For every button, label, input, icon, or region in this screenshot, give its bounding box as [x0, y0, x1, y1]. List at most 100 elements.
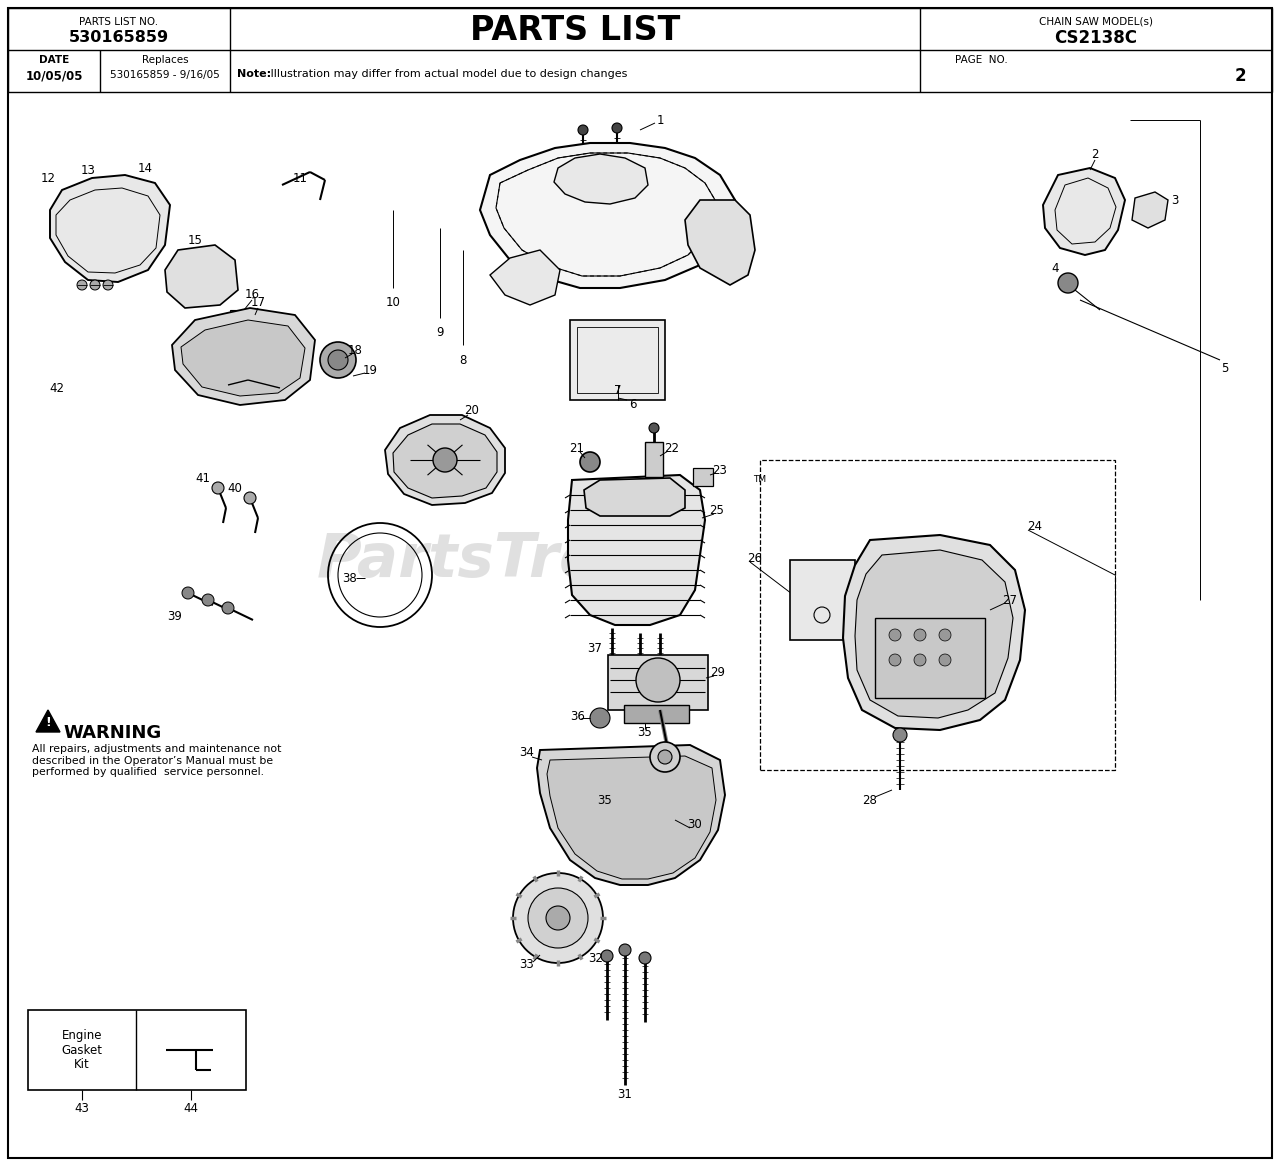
Text: !: ! — [45, 716, 51, 730]
Text: 38: 38 — [343, 571, 357, 584]
Bar — [760, 461, 1115, 770]
Text: PARTS LIST NO.: PARTS LIST NO. — [79, 17, 159, 27]
Text: 40: 40 — [228, 482, 242, 494]
Bar — [692, 468, 713, 486]
Circle shape — [77, 280, 87, 290]
Text: 10/05/05: 10/05/05 — [26, 70, 83, 83]
Text: WARNING: WARNING — [63, 724, 161, 742]
Polygon shape — [568, 475, 705, 625]
Text: 21: 21 — [570, 442, 585, 455]
Text: 35: 35 — [598, 794, 612, 807]
Bar — [570, 319, 666, 400]
Circle shape — [102, 280, 113, 290]
Text: 44: 44 — [183, 1102, 198, 1115]
Circle shape — [182, 586, 195, 599]
Polygon shape — [1132, 192, 1169, 229]
Circle shape — [513, 873, 603, 963]
Circle shape — [547, 906, 570, 930]
Text: 4: 4 — [1051, 261, 1059, 274]
Text: TM: TM — [754, 476, 767, 485]
Text: 43: 43 — [74, 1102, 90, 1115]
Text: 30: 30 — [687, 819, 703, 831]
Text: 29: 29 — [710, 666, 726, 679]
Circle shape — [639, 951, 652, 964]
Text: Replaces: Replaces — [142, 55, 188, 65]
Circle shape — [320, 342, 356, 378]
Text: PARTS LIST: PARTS LIST — [470, 14, 680, 47]
Text: 24: 24 — [1028, 520, 1042, 534]
Circle shape — [212, 482, 224, 494]
Text: 39: 39 — [168, 611, 183, 624]
Text: 2: 2 — [1234, 66, 1245, 85]
Bar — [645, 442, 663, 477]
Bar — [230, 310, 250, 325]
Circle shape — [590, 708, 611, 728]
Circle shape — [244, 492, 256, 504]
Text: 17: 17 — [251, 296, 265, 309]
Polygon shape — [1043, 168, 1125, 255]
Polygon shape — [490, 250, 561, 305]
Polygon shape — [685, 201, 755, 285]
Text: 23: 23 — [713, 464, 727, 477]
Text: 20: 20 — [465, 403, 480, 416]
Text: 1: 1 — [657, 113, 664, 126]
Text: 34: 34 — [520, 746, 535, 759]
Polygon shape — [480, 143, 735, 288]
Text: 19: 19 — [362, 364, 378, 377]
Circle shape — [914, 654, 925, 666]
Polygon shape — [538, 745, 724, 885]
Text: Illustration may differ from actual model due to design changes: Illustration may differ from actual mode… — [268, 69, 627, 79]
Text: 530165859 - 9/16/05: 530165859 - 9/16/05 — [110, 70, 220, 80]
Text: 36: 36 — [571, 710, 585, 723]
Circle shape — [90, 280, 100, 290]
Polygon shape — [393, 424, 497, 498]
Circle shape — [202, 593, 214, 606]
Text: 15: 15 — [188, 233, 202, 246]
Text: 26: 26 — [748, 552, 763, 564]
Circle shape — [658, 750, 672, 764]
Text: 16: 16 — [244, 288, 260, 302]
Circle shape — [914, 628, 925, 641]
Text: 35: 35 — [637, 726, 653, 739]
Text: 9: 9 — [436, 326, 444, 339]
Circle shape — [890, 628, 901, 641]
Circle shape — [940, 654, 951, 666]
Text: All repairs, adjustments and maintenance not
described in the Operator’s Manual : All repairs, adjustments and maintenance… — [32, 744, 282, 778]
Text: 2: 2 — [1092, 148, 1098, 162]
Polygon shape — [554, 154, 648, 204]
Bar — [876, 618, 986, 698]
Text: 33: 33 — [520, 958, 534, 971]
Text: 32: 32 — [589, 951, 603, 964]
Text: CS2138C: CS2138C — [1055, 29, 1138, 47]
Polygon shape — [855, 550, 1012, 718]
Polygon shape — [584, 478, 685, 517]
Circle shape — [580, 452, 600, 472]
Text: 6: 6 — [630, 398, 636, 410]
Polygon shape — [844, 535, 1025, 730]
Text: 7: 7 — [614, 384, 622, 396]
Text: 28: 28 — [863, 794, 877, 807]
Text: Note:: Note: — [237, 69, 271, 79]
Circle shape — [602, 950, 613, 962]
Text: Engine
Gasket
Kit: Engine Gasket Kit — [61, 1028, 102, 1072]
Circle shape — [636, 658, 680, 702]
Polygon shape — [165, 245, 238, 308]
Text: 14: 14 — [137, 162, 152, 175]
Polygon shape — [50, 175, 170, 282]
Text: PartsTrée: PartsTrée — [317, 531, 643, 590]
Circle shape — [620, 944, 631, 956]
Circle shape — [612, 122, 622, 133]
Text: 13: 13 — [81, 163, 96, 176]
Text: 10: 10 — [385, 296, 401, 309]
Polygon shape — [36, 710, 60, 732]
Text: 3: 3 — [1171, 194, 1179, 206]
Text: 530165859: 530165859 — [69, 30, 169, 45]
Circle shape — [221, 602, 234, 614]
Circle shape — [649, 423, 659, 433]
Circle shape — [579, 125, 588, 135]
Text: 8: 8 — [460, 353, 467, 366]
Text: 22: 22 — [664, 442, 680, 455]
Circle shape — [529, 888, 588, 948]
Bar — [8, 8, 1272, 92]
Text: 41: 41 — [196, 471, 210, 485]
